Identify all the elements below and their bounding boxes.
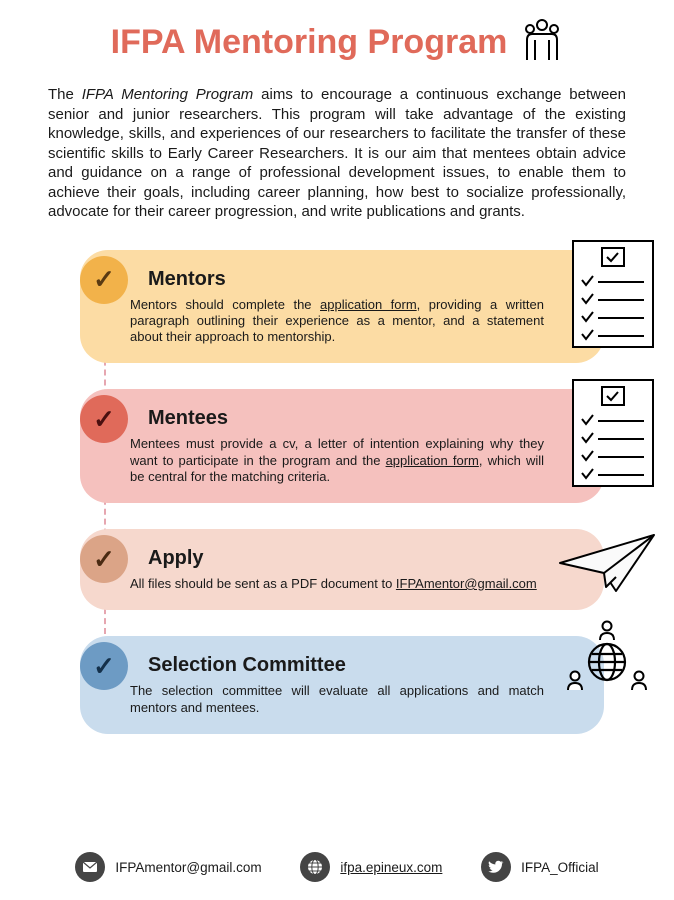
- step-title: Selection Committee: [148, 654, 544, 677]
- step-card: ✓ Mentors Mentors should complete the appl…: [80, 250, 604, 364]
- step-body: All files should be sent as a PDF docume…: [130, 576, 544, 592]
- page-title: IFPA Mentoring Program: [111, 23, 508, 62]
- step-title: Mentees: [148, 407, 544, 430]
- step-body-pre: Mentors should complete the: [130, 297, 320, 312]
- paperplane-icon: [558, 529, 658, 604]
- step-body: The selection committee will evaluate al…: [130, 683, 544, 716]
- footer: IFPAmentor@gmail.com ifpa.epineux.com IF…: [0, 852, 674, 882]
- footer-email: IFPAmentor@gmail.com: [75, 852, 261, 882]
- footer-website[interactable]: ifpa.epineux.com: [300, 852, 442, 882]
- step-card: ✓ Apply All files should be sent as a PDF …: [80, 529, 604, 610]
- people-globe-icon: [564, 618, 650, 705]
- step-link[interactable]: application form: [320, 297, 417, 312]
- intro-program-name: IFPA Mentoring Program: [82, 86, 254, 103]
- step-body-pre: All files should be sent as a PDF docume…: [130, 576, 396, 591]
- step-body-pre: The selection committee will evaluate al…: [130, 683, 544, 714]
- step-title: Apply: [148, 547, 544, 570]
- people-icon: [521, 18, 563, 67]
- check-badge: ✓: [80, 642, 128, 690]
- footer-website-text[interactable]: ifpa.epineux.com: [340, 860, 442, 875]
- mail-icon: [75, 852, 105, 882]
- footer-twitter: IFPA_Official: [481, 852, 599, 882]
- check-badge: ✓: [80, 256, 128, 304]
- step-link[interactable]: application form: [386, 453, 479, 468]
- step-card: ✓ Mentees Mentees must provide a cv, a let…: [80, 389, 604, 503]
- intro-paragraph: The IFPA Mentoring Program aims to encou…: [0, 67, 674, 222]
- step-card: ✓ Selection Committee The selection commit…: [80, 636, 604, 734]
- step-link[interactable]: IFPAmentor@gmail.com: [396, 576, 537, 591]
- footer-email-text: IFPAmentor@gmail.com: [115, 860, 261, 875]
- twitter-icon: [481, 852, 511, 882]
- footer-twitter-text: IFPA_Official: [521, 860, 599, 875]
- globe-icon: [300, 852, 330, 882]
- page-header: IFPA Mentoring Program: [0, 0, 674, 67]
- step-title: Mentors: [148, 268, 544, 291]
- step-body: Mentees must provide a cv, a letter of i…: [130, 436, 544, 485]
- intro-body: aims to encourage a continuous exchange …: [48, 86, 626, 220]
- intro-prefix: The: [48, 86, 82, 103]
- steps-container: ✓ Mentors Mentors should complete the appl…: [0, 250, 674, 734]
- checklist-icon: [572, 379, 654, 492]
- check-badge: ✓: [80, 395, 128, 443]
- check-badge: ✓: [80, 535, 128, 583]
- step-body: Mentors should complete the application …: [130, 297, 544, 346]
- checklist-icon: [572, 240, 654, 353]
